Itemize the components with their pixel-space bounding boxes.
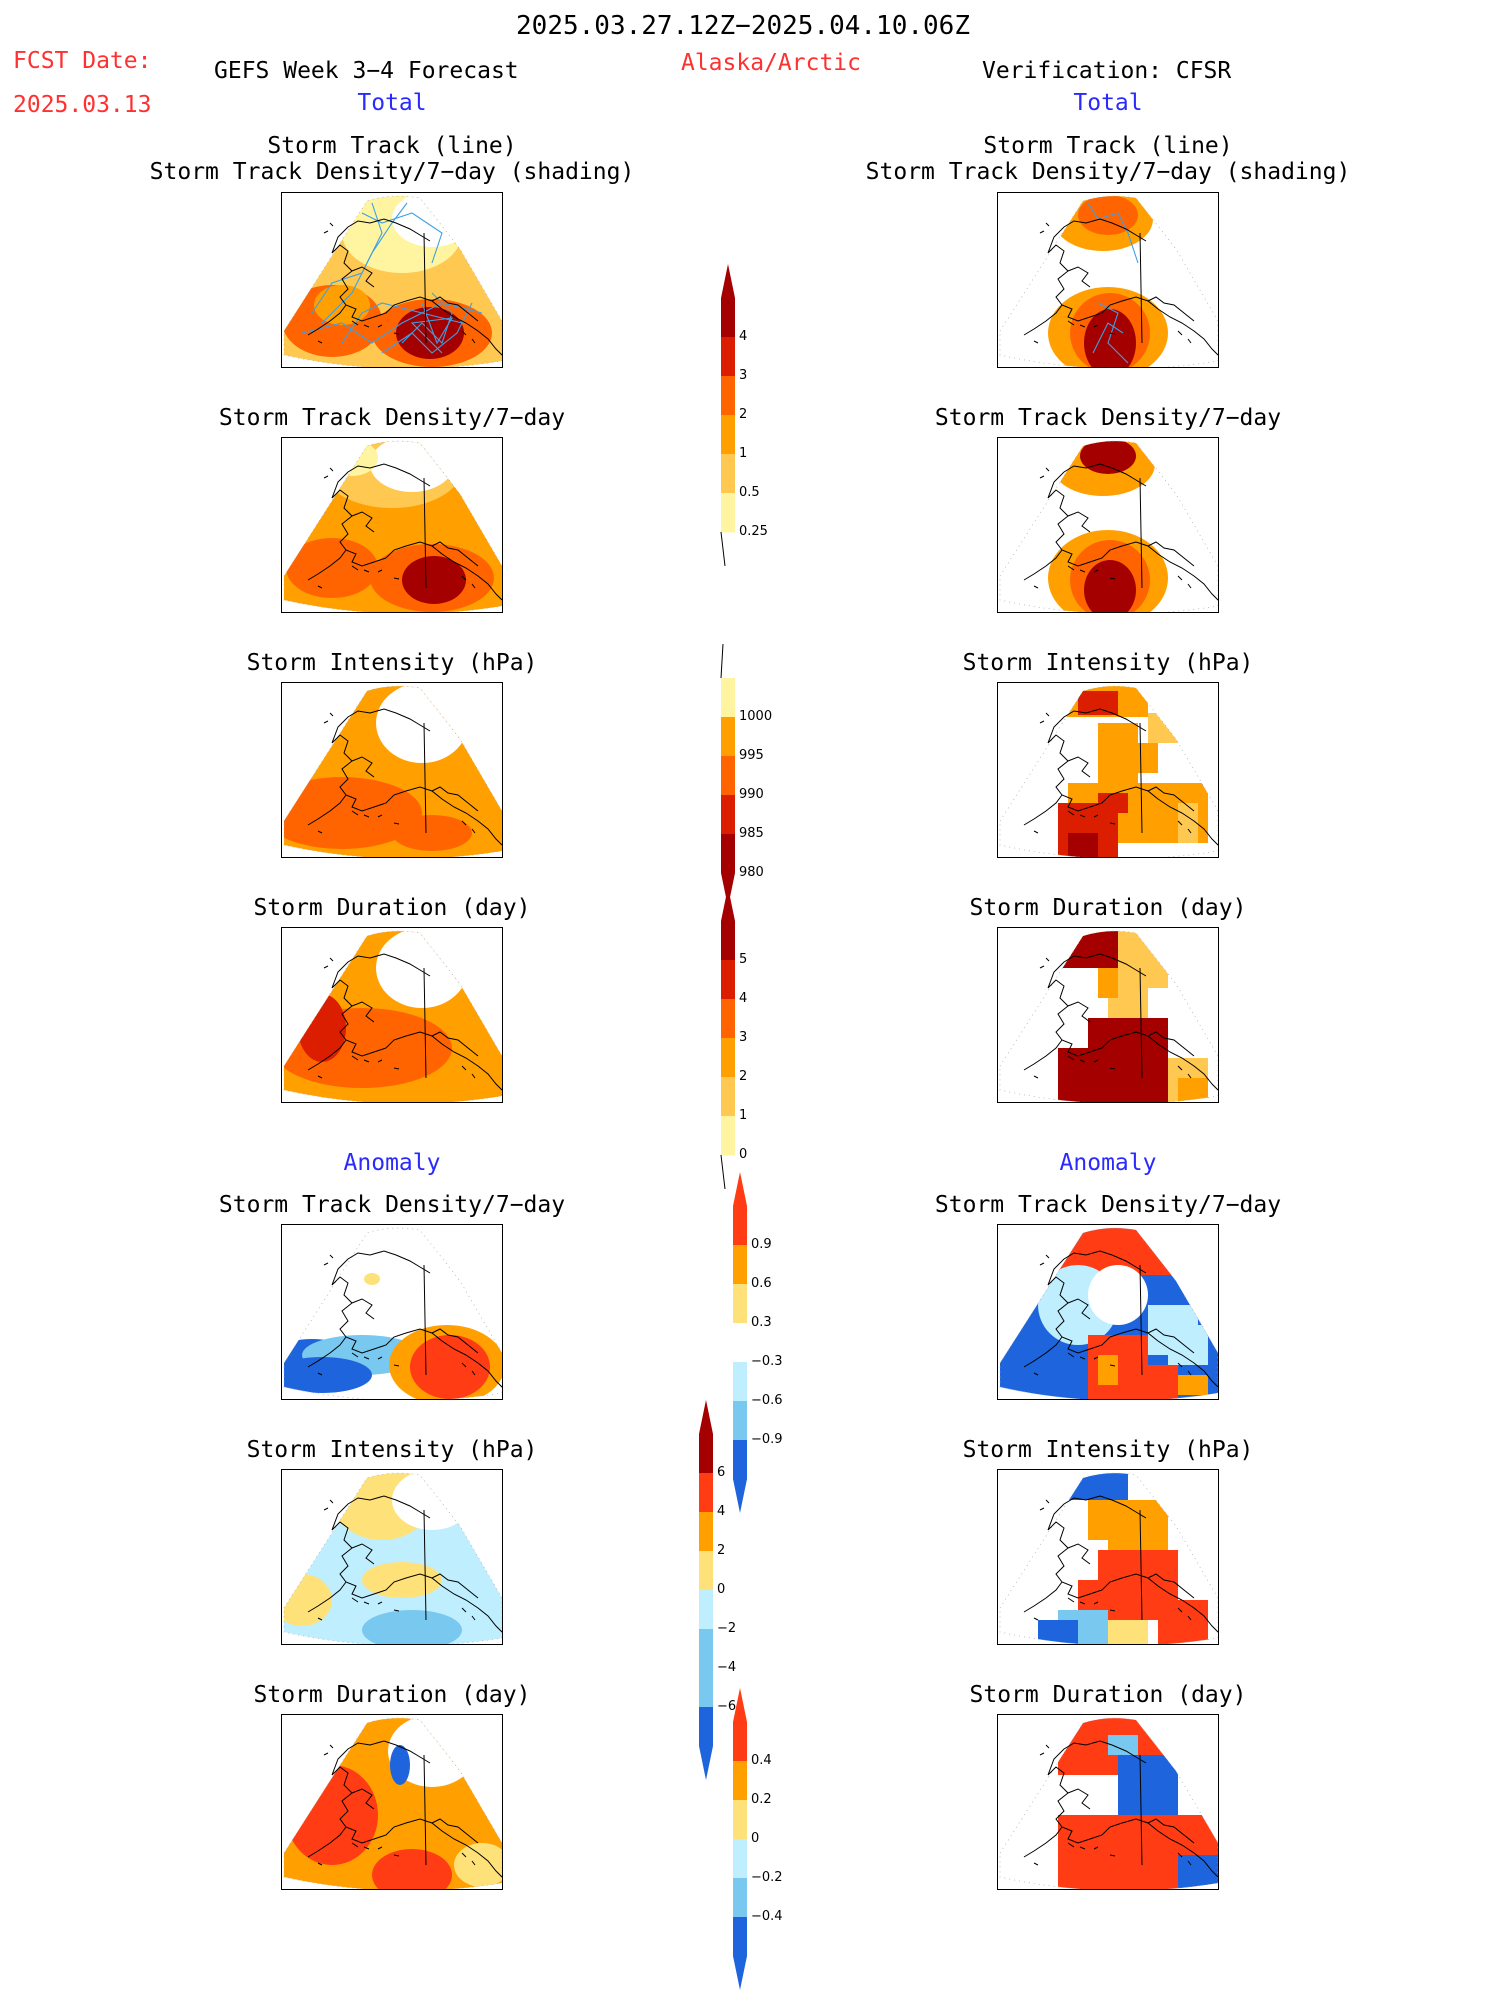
right-density-title: Storm Track Density/7−day (934, 405, 1282, 431)
left-anomaly-heading: Anomaly (343, 1150, 441, 1176)
colorbar-tick-label: 0.3 (751, 1315, 772, 1330)
colorbar-tick-label: 2 (717, 1543, 726, 1558)
period-title: 2025.03.27.12Z−2025.04.10.06Z (516, 11, 970, 41)
right-duration-title: Storm Duration (day) (969, 895, 1247, 921)
verification-title: Verification: CFSR (982, 58, 1232, 84)
colorbar-tick-label: 0.6 (751, 1276, 772, 1291)
colorbar-tick-label: 1000 (739, 709, 773, 724)
colorbar-tick-label: 0 (739, 1147, 748, 1162)
left-storm-track-map (281, 192, 503, 368)
left-intensity-anom-title: Storm Intensity (hPa) (246, 1437, 538, 1463)
colorbar-tick-label: 0.9 (751, 1237, 772, 1252)
right-track-title-1: Storm Track (line) (983, 133, 1233, 159)
right-density-map (997, 437, 1219, 613)
right-duration-map (997, 927, 1219, 1103)
right-intensity-map (997, 682, 1219, 858)
fcst-date-value: 2025.03.13 (13, 92, 152, 118)
colorbar-tick-label: 0 (751, 1831, 760, 1846)
colorbar-tick-label: −4 (717, 1660, 737, 1675)
right-density-anomaly-map (997, 1224, 1219, 1400)
colorbar-tick-label: 985 (739, 826, 764, 841)
region-title: Alaska/Arctic (680, 50, 862, 76)
colorbar-tick-label: 4 (739, 991, 748, 1006)
right-track-title-2: Storm Track Density/7−day (shading) (865, 159, 1351, 185)
colorbar-tick-label: −0.4 (751, 1909, 783, 1924)
left-track-title-1: Storm Track (line) (267, 133, 517, 159)
right-total-heading: Total (1073, 90, 1143, 116)
left-density-anom-title: Storm Track Density/7−day (218, 1192, 566, 1218)
colorbar-tick-label: 2 (739, 1069, 748, 1084)
right-intensity-anom-title: Storm Intensity (hPa) (962, 1437, 1254, 1463)
right-duration-anom-title: Storm Duration (day) (969, 1682, 1247, 1708)
colorbar-tick-label: 0.25 (739, 524, 768, 539)
colorbar-tick-label: −0.3 (751, 1354, 783, 1369)
model-title: GEFS Week 3−4 Forecast (214, 58, 519, 84)
colorbar-tick-label: 6 (717, 1465, 726, 1480)
colorbar-tick-label: 5 (739, 952, 748, 967)
left-track-title-2: Storm Track Density/7−day (shading) (149, 159, 635, 185)
left-intensity-title: Storm Intensity (hPa) (246, 650, 538, 676)
left-density-map (281, 437, 503, 613)
right-intensity-title: Storm Intensity (hPa) (962, 650, 1254, 676)
colorbar-tick-label: 1 (739, 446, 748, 461)
colorbar-tick-label: 0.4 (751, 1753, 772, 1768)
colorbar-tick-label: 990 (739, 787, 764, 802)
colorbar-tick-label: 3 (739, 368, 748, 383)
colorbar-tick-label: 980 (739, 865, 764, 880)
colorbar-tick-label: −6 (717, 1699, 737, 1714)
left-duration-title: Storm Duration (day) (253, 895, 531, 921)
left-density-title: Storm Track Density/7−day (218, 405, 566, 431)
colorbar-tick-label: 0 (717, 1582, 726, 1597)
fcst-date-label: FCST Date: (13, 48, 152, 74)
left-intensity-anomaly-map (281, 1469, 503, 1645)
right-anomaly-heading: Anomaly (1059, 1150, 1157, 1176)
left-duration-map (281, 927, 503, 1103)
left-duration-anomaly-map (281, 1714, 503, 1890)
left-intensity-map (281, 682, 503, 858)
right-duration-anomaly-map (997, 1714, 1219, 1890)
left-duration-anom-title: Storm Duration (day) (253, 1682, 531, 1708)
colorbar-tick-label: 995 (739, 748, 764, 763)
left-density-anomaly-map (281, 1224, 503, 1400)
colorbar-tick-label: −0.6 (751, 1393, 783, 1408)
colorbar-tick-label: 3 (739, 1030, 748, 1045)
colorbar-tick-label: 0.5 (739, 485, 760, 500)
right-density-anom-title: Storm Track Density/7−day (934, 1192, 1282, 1218)
colorbar-tick-label: 1 (739, 1108, 748, 1123)
right-intensity-anomaly-map (997, 1469, 1219, 1645)
colorbar-tick-label: −0.2 (751, 1870, 783, 1885)
colorbar-tick-label: 2 (739, 407, 748, 422)
colorbar-tick-label: 4 (739, 329, 748, 344)
colorbar-tick-label: 4 (717, 1504, 726, 1519)
colorbar-tick-label: 0.2 (751, 1792, 772, 1807)
left-total-heading: Total (357, 90, 427, 116)
colorbar-tick-label: −0.9 (751, 1432, 783, 1447)
right-storm-track-map (997, 192, 1219, 368)
colorbar-tick-label: −2 (717, 1621, 737, 1636)
